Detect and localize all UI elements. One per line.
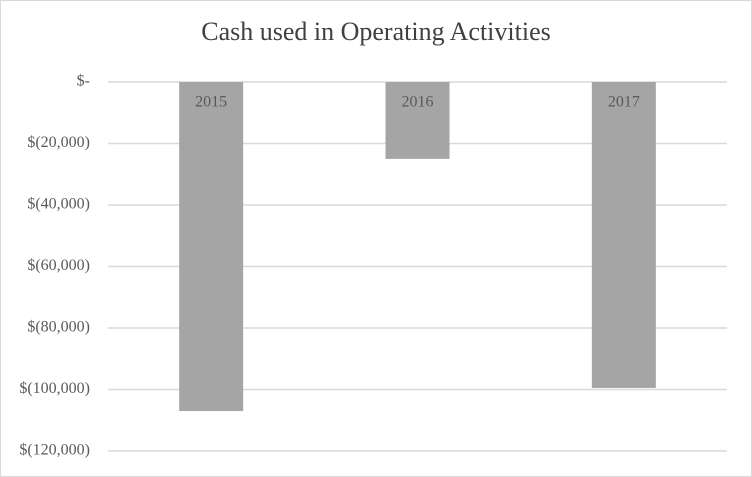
- x-tick-label: 2016: [402, 94, 434, 111]
- chart-title: Cash used in Operating Activities: [201, 17, 551, 46]
- y-tick-label: $(100,000): [19, 380, 90, 397]
- y-tick-label: $(20,000): [27, 134, 90, 151]
- bar: [591, 82, 656, 388]
- y-tick-label: $(80,000): [27, 319, 90, 336]
- x-tick-label: 2017: [608, 94, 640, 111]
- bar: [179, 82, 244, 412]
- y-tick-label: $-: [77, 73, 90, 90]
- x-tick-label: 2015: [195, 94, 227, 111]
- y-tick-label: $(40,000): [27, 196, 90, 213]
- y-tick-label: $(60,000): [27, 257, 90, 274]
- y-tick-label: $(120,000): [19, 442, 90, 459]
- bar: [385, 82, 450, 159]
